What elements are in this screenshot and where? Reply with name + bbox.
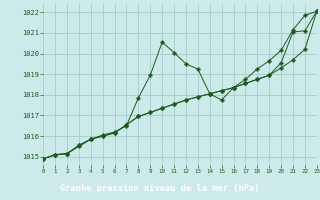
Text: Graphe pression niveau de la mer (hPa): Graphe pression niveau de la mer (hPa) bbox=[60, 184, 260, 193]
